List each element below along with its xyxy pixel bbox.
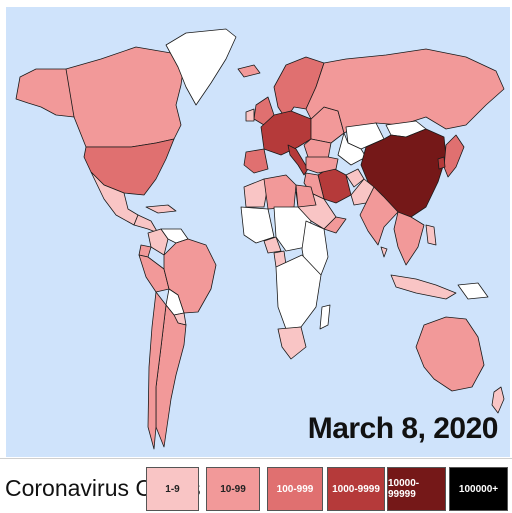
legend-label: 1000-9999	[332, 483, 380, 495]
legend-label: 10000-99999	[388, 478, 420, 500]
country-new-zealand	[491, 386, 505, 414]
country-sri-lanka	[380, 246, 388, 258]
legend-label: 1-9	[165, 483, 180, 495]
country-greenland	[165, 28, 237, 106]
legend-label: 100-999	[276, 483, 314, 495]
country-caribbean	[145, 204, 177, 214]
country-south-africa	[277, 326, 307, 360]
country-nigeria	[263, 236, 282, 254]
country-egypt	[295, 184, 317, 208]
country-ireland	[245, 108, 255, 122]
country-canada	[65, 46, 185, 148]
date-label: March 8, 2020	[307, 412, 499, 445]
country-turkey	[305, 156, 339, 174]
country-chile	[147, 291, 167, 450]
country-united-states	[83, 138, 175, 196]
world-map	[6, 7, 510, 457]
countries-layer	[15, 28, 505, 450]
country-southern-africa	[275, 254, 322, 330]
country-brazil	[163, 238, 217, 314]
country-italy	[287, 144, 309, 176]
legend-swatch-1: 1-9	[146, 467, 199, 511]
country-australia	[415, 316, 485, 392]
country-madagascar	[319, 304, 331, 330]
country-arabian-peninsula	[323, 216, 347, 234]
legend: Coronavirus Cases 1-9 10-99 100-999 1000…	[0, 458, 512, 513]
country-spain	[243, 148, 269, 174]
country-algeria	[263, 174, 297, 210]
legend-swatch-3: 100-999	[267, 467, 323, 511]
legend-swatch-5: 10000-99999	[387, 467, 446, 511]
country-russia	[305, 48, 505, 134]
country-indonesia	[390, 274, 457, 300]
country-india	[359, 186, 399, 246]
country-south-korea	[437, 156, 446, 170]
country-alaska	[15, 68, 75, 118]
country-southeast-asia	[393, 211, 425, 266]
legend-label: 10-99	[220, 483, 246, 495]
legend-label: 100000+	[458, 483, 499, 495]
legend-swatch-2: 10-99	[206, 467, 260, 511]
country-west-africa	[240, 206, 275, 244]
country-philippines	[425, 224, 437, 246]
country-colombia	[147, 228, 169, 256]
country-new-guinea	[457, 282, 489, 300]
country-central-america	[133, 214, 159, 234]
country-iceland	[237, 64, 261, 78]
legend-swatch-6: 100000+	[449, 467, 508, 511]
legend-swatch-4: 1000-9999	[327, 467, 385, 511]
